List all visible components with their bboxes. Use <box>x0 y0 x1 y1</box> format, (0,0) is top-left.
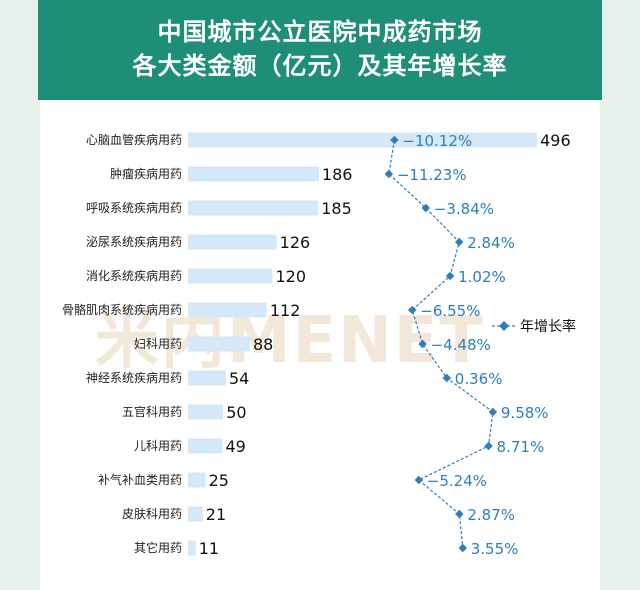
value-label: 120 <box>275 267 306 286</box>
growth-rate-marker <box>418 339 427 349</box>
category-label: 妇科用药 <box>134 337 182 351</box>
growth-rate-label: 8.71% <box>497 438 545 456</box>
value-label: 185 <box>321 199 352 218</box>
value-label: 21 <box>206 505 226 524</box>
legend-label: 年增长率 <box>520 318 576 335</box>
bar <box>188 370 227 386</box>
value-label: 88 <box>253 335 273 354</box>
title-band: 中国城市公立医院中成药市场 各大类金额（亿元）及其年增长率 <box>38 0 602 100</box>
category-label: 骨骼肌肉系统疾病用药 <box>62 302 182 317</box>
growth-rate-marker <box>455 509 464 519</box>
growth-line-layer <box>384 135 498 553</box>
category-label: 其它用药 <box>134 540 182 555</box>
bar <box>188 234 277 250</box>
value-label: 49 <box>225 437 245 456</box>
category-label: 泌尿系统疾病用药 <box>86 234 182 249</box>
growth-rate-marker <box>445 271 455 281</box>
bar <box>188 336 250 352</box>
chart-title-line-1: 中国城市公立医院中成药市场 <box>157 18 483 46</box>
category-label: 呼吸系统疾病用药 <box>86 200 182 215</box>
labels-layer: 心脑血管疾病用药 496 肿瘤疾病用药 186 呼吸系统疾病用药 185 泌尿系统疾病用药 1… <box>62 131 571 558</box>
bar <box>188 540 196 556</box>
growth-rate-marker <box>442 373 452 383</box>
growth-rate-label: 3.55% <box>471 540 519 558</box>
growth-rate-label: −4.48% <box>431 336 491 354</box>
chart-title-line-2: 各大类金额（亿元）及其年增长率 <box>132 52 508 80</box>
value-label: 112 <box>270 301 301 320</box>
chart-panel: 米内MENET 心脑血管疾病用药 496 肿瘤疾病用药 186 呼吸系统疾病用药 185 泌… <box>40 100 600 590</box>
bar <box>188 506 203 522</box>
value-label: 25 <box>209 471 229 490</box>
growth-rate-label: −6.55% <box>420 302 480 320</box>
growth-rate-marker <box>390 135 399 145</box>
growth-rate-label: 1.02% <box>458 268 506 286</box>
growth-rate-label: −3.84% <box>434 200 494 218</box>
category-label: 儿科用药 <box>134 439 182 453</box>
growth-rate-label: −5.24% <box>427 472 487 490</box>
bar <box>188 472 206 488</box>
value-label: 496 <box>540 131 571 150</box>
bar <box>188 438 223 454</box>
value-label: 186 <box>322 165 353 184</box>
growth-rate-marker <box>484 441 493 451</box>
growth-rate-marker <box>454 237 464 247</box>
bar <box>188 200 319 216</box>
category-label: 五官科用药 <box>122 404 182 419</box>
bar <box>188 302 267 318</box>
bar <box>188 268 273 284</box>
chart: 米内MENET 心脑血管疾病用药 496 肿瘤疾病用药 186 呼吸系统疾病用药 185 泌… <box>62 131 576 558</box>
growth-rate-label: 0.36% <box>455 370 503 388</box>
legend-marker-swatch <box>499 321 509 331</box>
watermark: 米内MENET <box>95 304 485 378</box>
growth-rate-label: −11.23% <box>397 166 467 184</box>
category-label: 肿瘤疾病用药 <box>110 166 182 181</box>
category-label: 消化系统疾病用药 <box>86 268 182 283</box>
growth-rate-marker <box>408 305 417 315</box>
growth-rate-label: 9.58% <box>501 404 549 422</box>
growth-rate-marker <box>458 543 467 553</box>
growth-rate-marker <box>414 475 424 485</box>
category-label: 神经系统疾病用药 <box>86 370 182 385</box>
category-label: 心脑血管疾病用药 <box>86 132 182 147</box>
category-label: 皮肤科用药 <box>122 506 182 521</box>
growth-rate-marker <box>421 203 431 213</box>
growth-rate-label: 2.84% <box>467 234 515 252</box>
growth-rate-label: 2.87% <box>467 506 515 524</box>
bar <box>188 132 538 148</box>
value-label: 54 <box>229 369 249 388</box>
value-label: 126 <box>280 233 311 252</box>
bar <box>188 404 224 420</box>
growth-rate-marker <box>384 169 394 179</box>
bar <box>188 166 319 182</box>
value-label: 11 <box>199 539 219 558</box>
value-label: 50 <box>226 403 246 422</box>
growth-rate-marker <box>488 407 498 417</box>
bars-layer <box>188 132 538 556</box>
growth-rate-label: −10.12% <box>402 132 472 150</box>
category-label: 补气补血类用药 <box>98 472 182 487</box>
legend: 年增长率 <box>492 318 576 335</box>
